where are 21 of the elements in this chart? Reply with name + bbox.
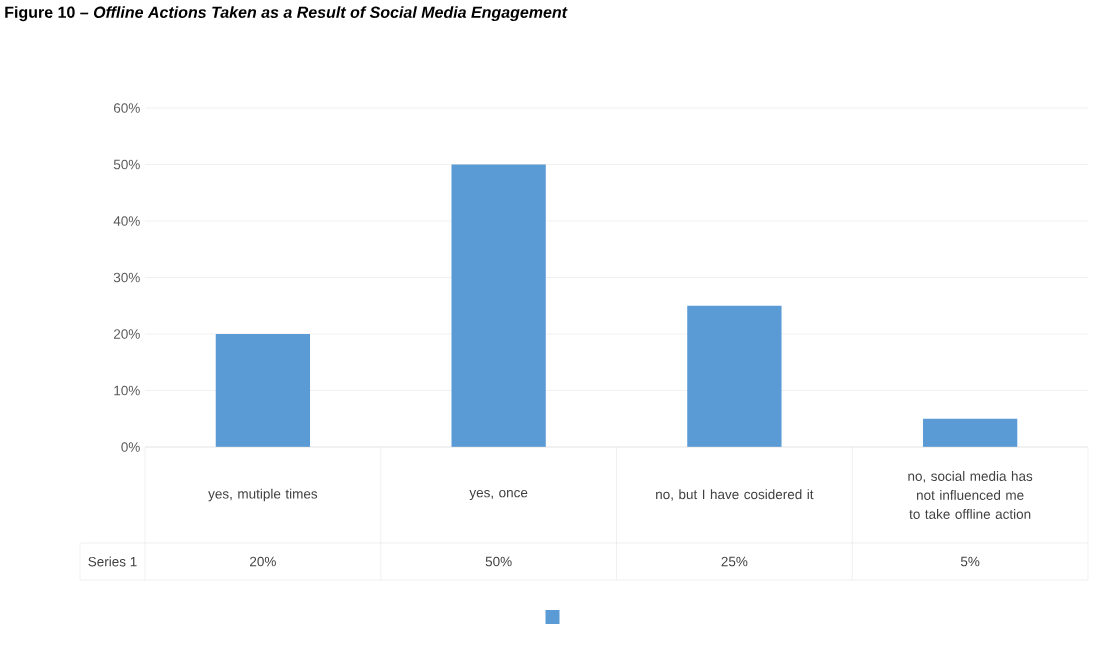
y-tick-label: 20% bbox=[113, 329, 140, 339]
bar bbox=[215, 334, 311, 447]
chart-title: Figure 10 – Offline Actions Taken as a Result of Social Media Engagement bbox=[5, 6, 568, 22]
x-tick-label: yes, once bbox=[469, 489, 528, 501]
y-tick-label: 40% bbox=[113, 216, 140, 226]
data-label: 5% bbox=[960, 556, 980, 567]
text: Series 1 bbox=[88, 556, 137, 567]
bar bbox=[687, 305, 782, 447]
bar bbox=[922, 418, 1018, 447]
data-label: 20% bbox=[250, 556, 276, 567]
x-tick-label: yes, mutiple times bbox=[208, 488, 318, 502]
data-label: 50% bbox=[485, 556, 512, 567]
data-label: 25% bbox=[721, 556, 748, 567]
y-tick-label: 30% bbox=[113, 272, 140, 283]
y-tick-label: 60% bbox=[113, 103, 140, 113]
bar bbox=[451, 164, 546, 447]
x-tick-label: no, but I have cosidered it bbox=[656, 489, 814, 501]
y-tick-label: 10% bbox=[114, 385, 140, 396]
x-tick-label: no, social media has not influenced me to take offline action bbox=[908, 471, 1033, 519]
y-tick-label: 0% bbox=[121, 442, 140, 452]
y-tick-label: 50% bbox=[113, 159, 140, 170]
